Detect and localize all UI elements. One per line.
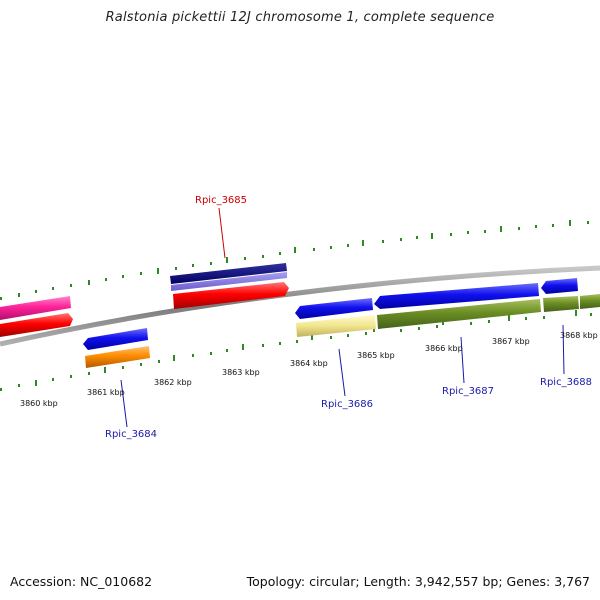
gene-olive-rpic-3688-b[interactable] (580, 294, 600, 309)
scale-label: 3865 kbp (357, 351, 395, 360)
scale-label: 3866 kbp (425, 344, 463, 353)
accession-text: Accession: NC_010682 (10, 574, 153, 589)
leader-rpic-3684 (120, 379, 128, 428)
leader-rpic-3687 (460, 336, 465, 384)
scale-label: 3862 kbp (154, 378, 192, 387)
scale-label: 3861 kbp (87, 388, 125, 397)
scale-label: 3863 kbp (222, 368, 260, 377)
gene-olive-rpic-3688-a[interactable] (543, 296, 579, 312)
gene-label-rpic-3687[interactable]: Rpic_3687 (442, 386, 494, 397)
gene-arrow-blue-rpic-3688[interactable] (541, 278, 578, 294)
sequence-backbone (0, 265, 600, 347)
gene-label-rpic-3684[interactable]: Rpic_3684 (105, 429, 157, 440)
gene-label-rpic-3685[interactable]: Rpic_3685 (195, 195, 247, 206)
scale-label: 3864 kbp (290, 359, 328, 368)
gene-arrow-red-left[interactable] (0, 313, 73, 337)
scale-label: 3868 kbp (560, 331, 598, 340)
lower-tick-row (0, 310, 592, 391)
gene-khaki-rpic-3686[interactable] (296, 315, 376, 337)
scale-label: 3867 kbp (492, 337, 530, 346)
gene-orange-rpic-3684[interactable] (85, 346, 150, 368)
gene-navy-rpic-3685[interactable] (170, 263, 287, 284)
gene-arrow-pink[interactable] (0, 296, 71, 320)
topology-summary: Topology: circular; Length: 3,942,557 bp… (246, 574, 590, 589)
scale-label: 3860 kbp (20, 399, 58, 408)
leader-rpic-3685 (218, 207, 226, 259)
gene-arrow-blue-rpic-3686[interactable] (295, 298, 373, 319)
leader-rpic-3686 (338, 348, 346, 397)
upper-tick-row (0, 220, 589, 300)
gene-label-rpic-3686[interactable]: Rpic_3686 (321, 399, 373, 410)
gene-arrow-blue-rpic-3687[interactable] (374, 283, 539, 309)
gene-arrow-red-rpic-3685[interactable] (173, 282, 289, 309)
gene-arrow-blue-rpic-3684[interactable] (83, 328, 148, 350)
map-title: Ralstonia pickettii 12J chromosome 1, co… (105, 10, 495, 25)
gene-label-rpic-3688[interactable]: Rpic_3688 (540, 377, 592, 388)
leader-rpic-3688 (562, 324, 565, 375)
gene-olive-rpic-3687[interactable] (377, 299, 541, 329)
gene-lavender-rpic-3685[interactable] (171, 272, 287, 291)
